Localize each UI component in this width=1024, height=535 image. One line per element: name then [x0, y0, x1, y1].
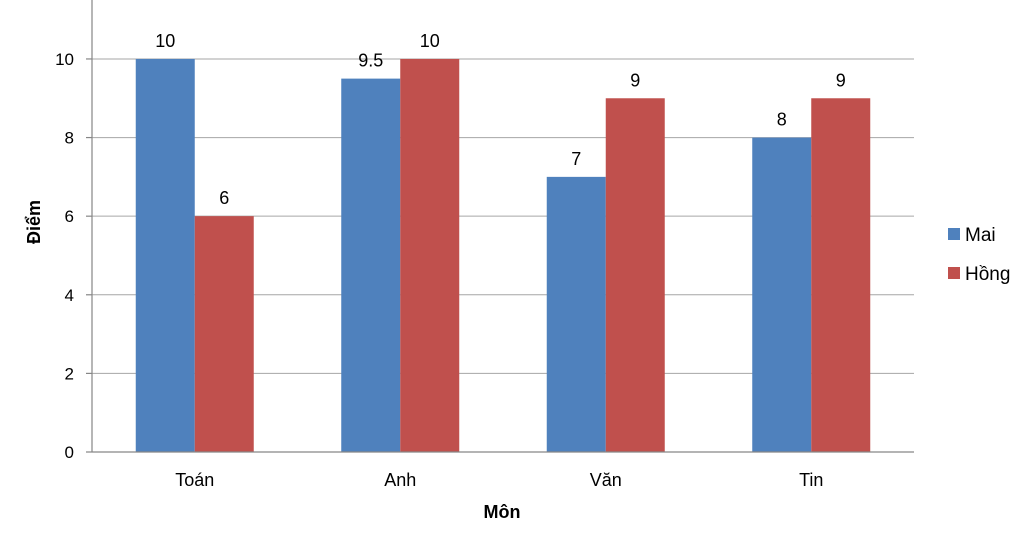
- data-label: 10: [155, 31, 175, 51]
- y-tick-label: 6: [65, 207, 74, 226]
- bar-mai-0: [135, 58, 195, 453]
- x-tick-label: Tin: [799, 470, 823, 490]
- y-axis-title: Điểm: [24, 200, 44, 244]
- bar-hồng-3: [811, 98, 871, 453]
- y-tick-label: 2: [65, 364, 74, 383]
- bar-mai-2: [546, 176, 606, 452]
- data-label: 6: [219, 188, 229, 208]
- x-tick-label: Anh: [384, 470, 416, 490]
- x-tick-label: Toán: [175, 470, 214, 490]
- bar-hồng-2: [605, 98, 665, 453]
- legend-label: Hồng: [965, 264, 1010, 285]
- data-label: 8: [777, 110, 787, 130]
- legend-label: Mai: [965, 225, 996, 246]
- y-tick-label: 4: [65, 286, 74, 305]
- y-tick-label: 8: [65, 129, 74, 148]
- data-label: 9: [630, 70, 640, 90]
- y-tick-labels: 0 2 4 6 8 10: [55, 50, 74, 462]
- bar-hồng-1: [400, 58, 460, 453]
- data-label: 7: [571, 149, 581, 169]
- legend-swatch-hồng: [948, 267, 960, 279]
- bar-mai-3: [752, 137, 812, 452]
- y-tick-label: 10: [55, 50, 74, 69]
- bar-mai-1: [341, 78, 401, 452]
- x-tick-label: Văn: [590, 470, 622, 490]
- data-label: 9: [836, 70, 846, 90]
- legend-swatch-mai: [948, 228, 960, 240]
- data-label: 10: [420, 31, 440, 51]
- bar-hồng-0: [194, 216, 254, 452]
- data-labels: 10 6 9.5 10 7 9 8 9: [155, 31, 846, 208]
- x-tick-labels: Toán Anh Văn Tin: [175, 470, 823, 490]
- data-label: 9.5: [358, 51, 383, 71]
- legend: Mai Hồng: [948, 225, 1010, 285]
- y-tick-label: 0: [65, 443, 74, 462]
- bars: [135, 58, 871, 453]
- axes: [91, 0, 914, 453]
- x-axis-title: Môn: [484, 502, 521, 522]
